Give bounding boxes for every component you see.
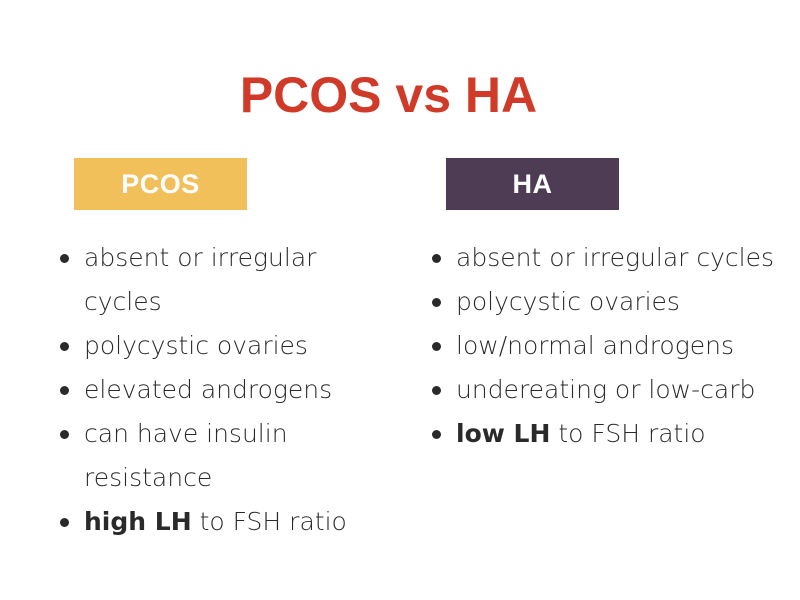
list-item: polycystic ovaries <box>432 280 792 324</box>
bullet-icon <box>60 430 69 439</box>
bullet-icon <box>60 386 69 395</box>
bullet-icon <box>432 254 441 263</box>
list-item-text: to FSH ratio <box>550 419 706 448</box>
ha-column-header: HA <box>446 158 619 210</box>
list-item: low LH to FSH ratio <box>432 412 792 456</box>
list-item-bold-text: high LH <box>84 507 192 536</box>
list-item: absent or irregular cycles <box>60 236 390 324</box>
list-item: undereating or low-carb <box>432 368 792 412</box>
list-item-text: undereating or low-carb <box>456 375 756 404</box>
list-item-text: absent or irregular cycles <box>456 243 775 272</box>
page-title: PCOS vs HA <box>239 67 538 123</box>
bullet-icon <box>432 430 441 439</box>
pcos-column-header: PCOS <box>74 158 247 210</box>
list-item-text: polycystic ovaries <box>84 331 308 360</box>
list-item: absent or irregular cycles <box>432 236 792 280</box>
list-item-text: to FSH ratio <box>191 507 347 536</box>
list-item: polycystic ovaries <box>60 324 390 368</box>
bullet-icon <box>432 342 441 351</box>
list-item: high LH to FSH ratio <box>60 500 390 544</box>
bullet-icon <box>432 386 441 395</box>
ha-list: absent or irregular cycles polycystic ov… <box>432 236 792 456</box>
pcos-list: absent or irregular cycles polycystic ov… <box>60 236 390 544</box>
list-item-text: elevated androgens <box>84 375 333 404</box>
bullet-icon <box>432 298 441 307</box>
list-item: elevated androgens <box>60 368 390 412</box>
bullet-icon <box>60 342 69 351</box>
bullet-icon <box>60 254 69 263</box>
bullet-icon <box>60 518 69 527</box>
list-item-text: low/normal androgens <box>456 331 734 360</box>
list-item-text: absent or irregular cycles <box>84 243 317 316</box>
list-item-text: can have insulin resistance <box>84 419 288 492</box>
list-item: can have insulin resistance <box>60 412 390 500</box>
list-item-text: polycystic ovaries <box>456 287 680 316</box>
list-item: low/normal androgens <box>432 324 792 368</box>
list-item-bold-text: low LH <box>456 419 551 448</box>
